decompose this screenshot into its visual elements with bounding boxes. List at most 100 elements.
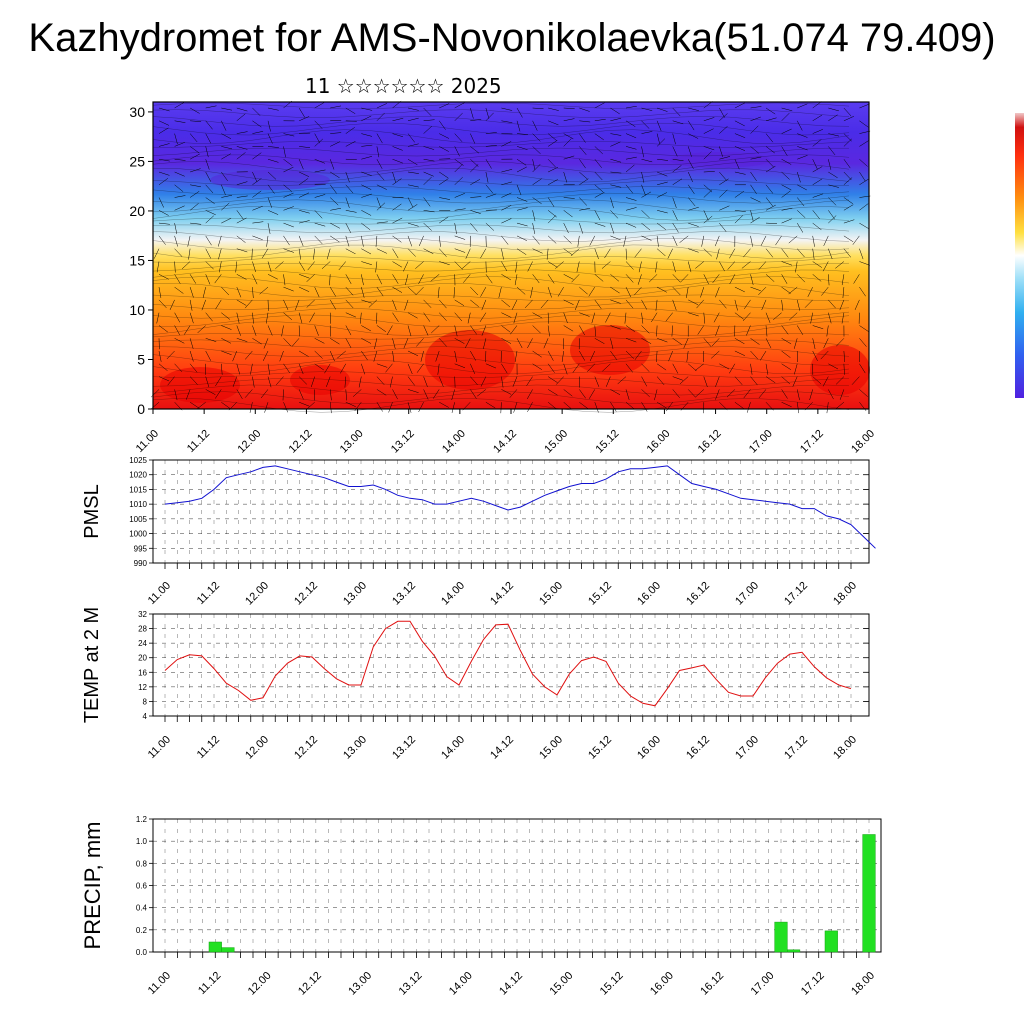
- wind-barb: [407, 376, 415, 386]
- x-tick-label: 11.00: [134, 428, 161, 455]
- wind-barb: [688, 299, 699, 306]
- wind-barb: [734, 286, 745, 293]
- wind-barb: [158, 107, 170, 112]
- wind-barb: [299, 132, 311, 134]
- pmsl-chart: 990 995 1000 1005 1010 1015 1020 1025 11.00 11.12…: [81, 456, 876, 608]
- wind-barb: [174, 286, 184, 294]
- x-tick-label: 17.00: [749, 970, 777, 998]
- wind-barb: [734, 299, 738, 311]
- wind-barb: [314, 338, 325, 344]
- y-tick-label: 1010: [129, 500, 147, 509]
- wind-barb: [563, 248, 573, 256]
- wind-barb: [283, 222, 294, 228]
- wind-barb: [610, 389, 621, 396]
- x-tick-label: 12.12: [292, 734, 320, 762]
- wind-barb: [158, 197, 164, 208]
- wind-barb: [812, 376, 822, 385]
- y-tick-label: 0: [137, 401, 145, 417]
- wind-barb: [547, 261, 558, 268]
- wind-barb: [835, 402, 845, 410]
- wind-barb: [594, 299, 602, 309]
- wind-barb: [641, 363, 650, 372]
- wind-barb: [672, 120, 684, 125]
- wind-barb: [361, 338, 372, 344]
- wind-barb: [275, 261, 284, 269]
- wind-barb: [589, 235, 596, 246]
- wind-barb: [205, 120, 213, 130]
- wind-barb: [641, 376, 648, 387]
- x-tick-label: 11.00: [146, 734, 173, 761]
- wind-barb: [221, 146, 233, 150]
- wind-barb: [314, 194, 326, 198]
- plot-frame: [152, 459, 870, 564]
- wind-barb: [563, 402, 573, 410]
- wind-barb: [189, 153, 200, 160]
- wind-barb: [594, 133, 604, 141]
- wind-barb: [641, 158, 653, 163]
- wind-barb: [314, 222, 326, 227]
- wind-barb: [361, 193, 372, 198]
- x-tick-label: 17.12: [782, 580, 810, 608]
- wind-barb: [454, 312, 463, 322]
- wind-barb: [548, 120, 559, 126]
- wind-barb: [306, 299, 315, 308]
- wind-barb: [267, 107, 279, 111]
- wind-barb: [438, 120, 446, 130]
- wind-barb: [679, 235, 689, 243]
- wind-barb: [214, 389, 222, 399]
- wind-barb: [375, 261, 378, 273]
- wind-barb: [625, 402, 635, 410]
- wind-barb: [750, 363, 753, 375]
- wind-barb: [245, 350, 253, 360]
- wind-barb: [594, 222, 606, 227]
- wind-barb: [758, 389, 767, 399]
- wind-barb: [687, 261, 692, 273]
- wind-barb: [454, 338, 465, 344]
- wind-barb: [299, 146, 311, 148]
- wind-barb: [407, 184, 419, 188]
- wind-barb: [470, 222, 478, 232]
- wind-barb: [236, 181, 248, 186]
- wind-barb: [407, 204, 418, 211]
- wind-barb: [703, 189, 712, 198]
- wind-barb: [235, 261, 238, 273]
- x-tick-label: 16.00: [635, 580, 663, 608]
- wind-barb: [634, 350, 642, 360]
- wind-barb: [716, 248, 720, 260]
- wind-barb: [641, 235, 652, 241]
- x-tick-label: 11.12: [196, 970, 223, 997]
- wind-barb: [407, 222, 419, 227]
- wind-barb: [610, 286, 620, 294]
- y-tick-label: 995: [134, 544, 148, 553]
- wind-barb: [532, 235, 540, 245]
- wind-barb: [298, 107, 306, 118]
- wind-barb: [679, 376, 689, 385]
- wind-barb: [251, 248, 253, 260]
- wind-barb: [794, 363, 798, 375]
- wind-barb: [392, 286, 403, 293]
- y-tick-label: 25: [129, 153, 145, 169]
- wind-barb: [376, 159, 383, 169]
- wind-barb: [150, 402, 160, 410]
- wind-barb: [423, 176, 432, 185]
- y-tick-label: 28: [138, 625, 147, 634]
- wind-barb: [797, 274, 806, 283]
- wind-barb: [392, 217, 403, 224]
- wind-barb: [822, 376, 829, 387]
- wind-barb: [252, 131, 264, 134]
- y-tick-label: 990: [134, 559, 148, 568]
- wind-barb: [686, 350, 689, 363]
- wind-barb: [563, 325, 574, 332]
- wind-barb: [166, 350, 175, 360]
- wind-barb: [579, 325, 585, 336]
- wind-barb: [252, 261, 256, 273]
- wind-barb: [261, 248, 269, 259]
- wind-barb: [688, 222, 699, 227]
- wind-barb: [688, 133, 699, 139]
- wind-barb: [515, 261, 518, 273]
- wind-barb: [750, 116, 761, 122]
- wind-barb: [672, 133, 676, 145]
- wind-barb: [641, 171, 645, 183]
- wind-barb: [812, 248, 815, 260]
- heatmap-contour: [152, 283, 850, 298]
